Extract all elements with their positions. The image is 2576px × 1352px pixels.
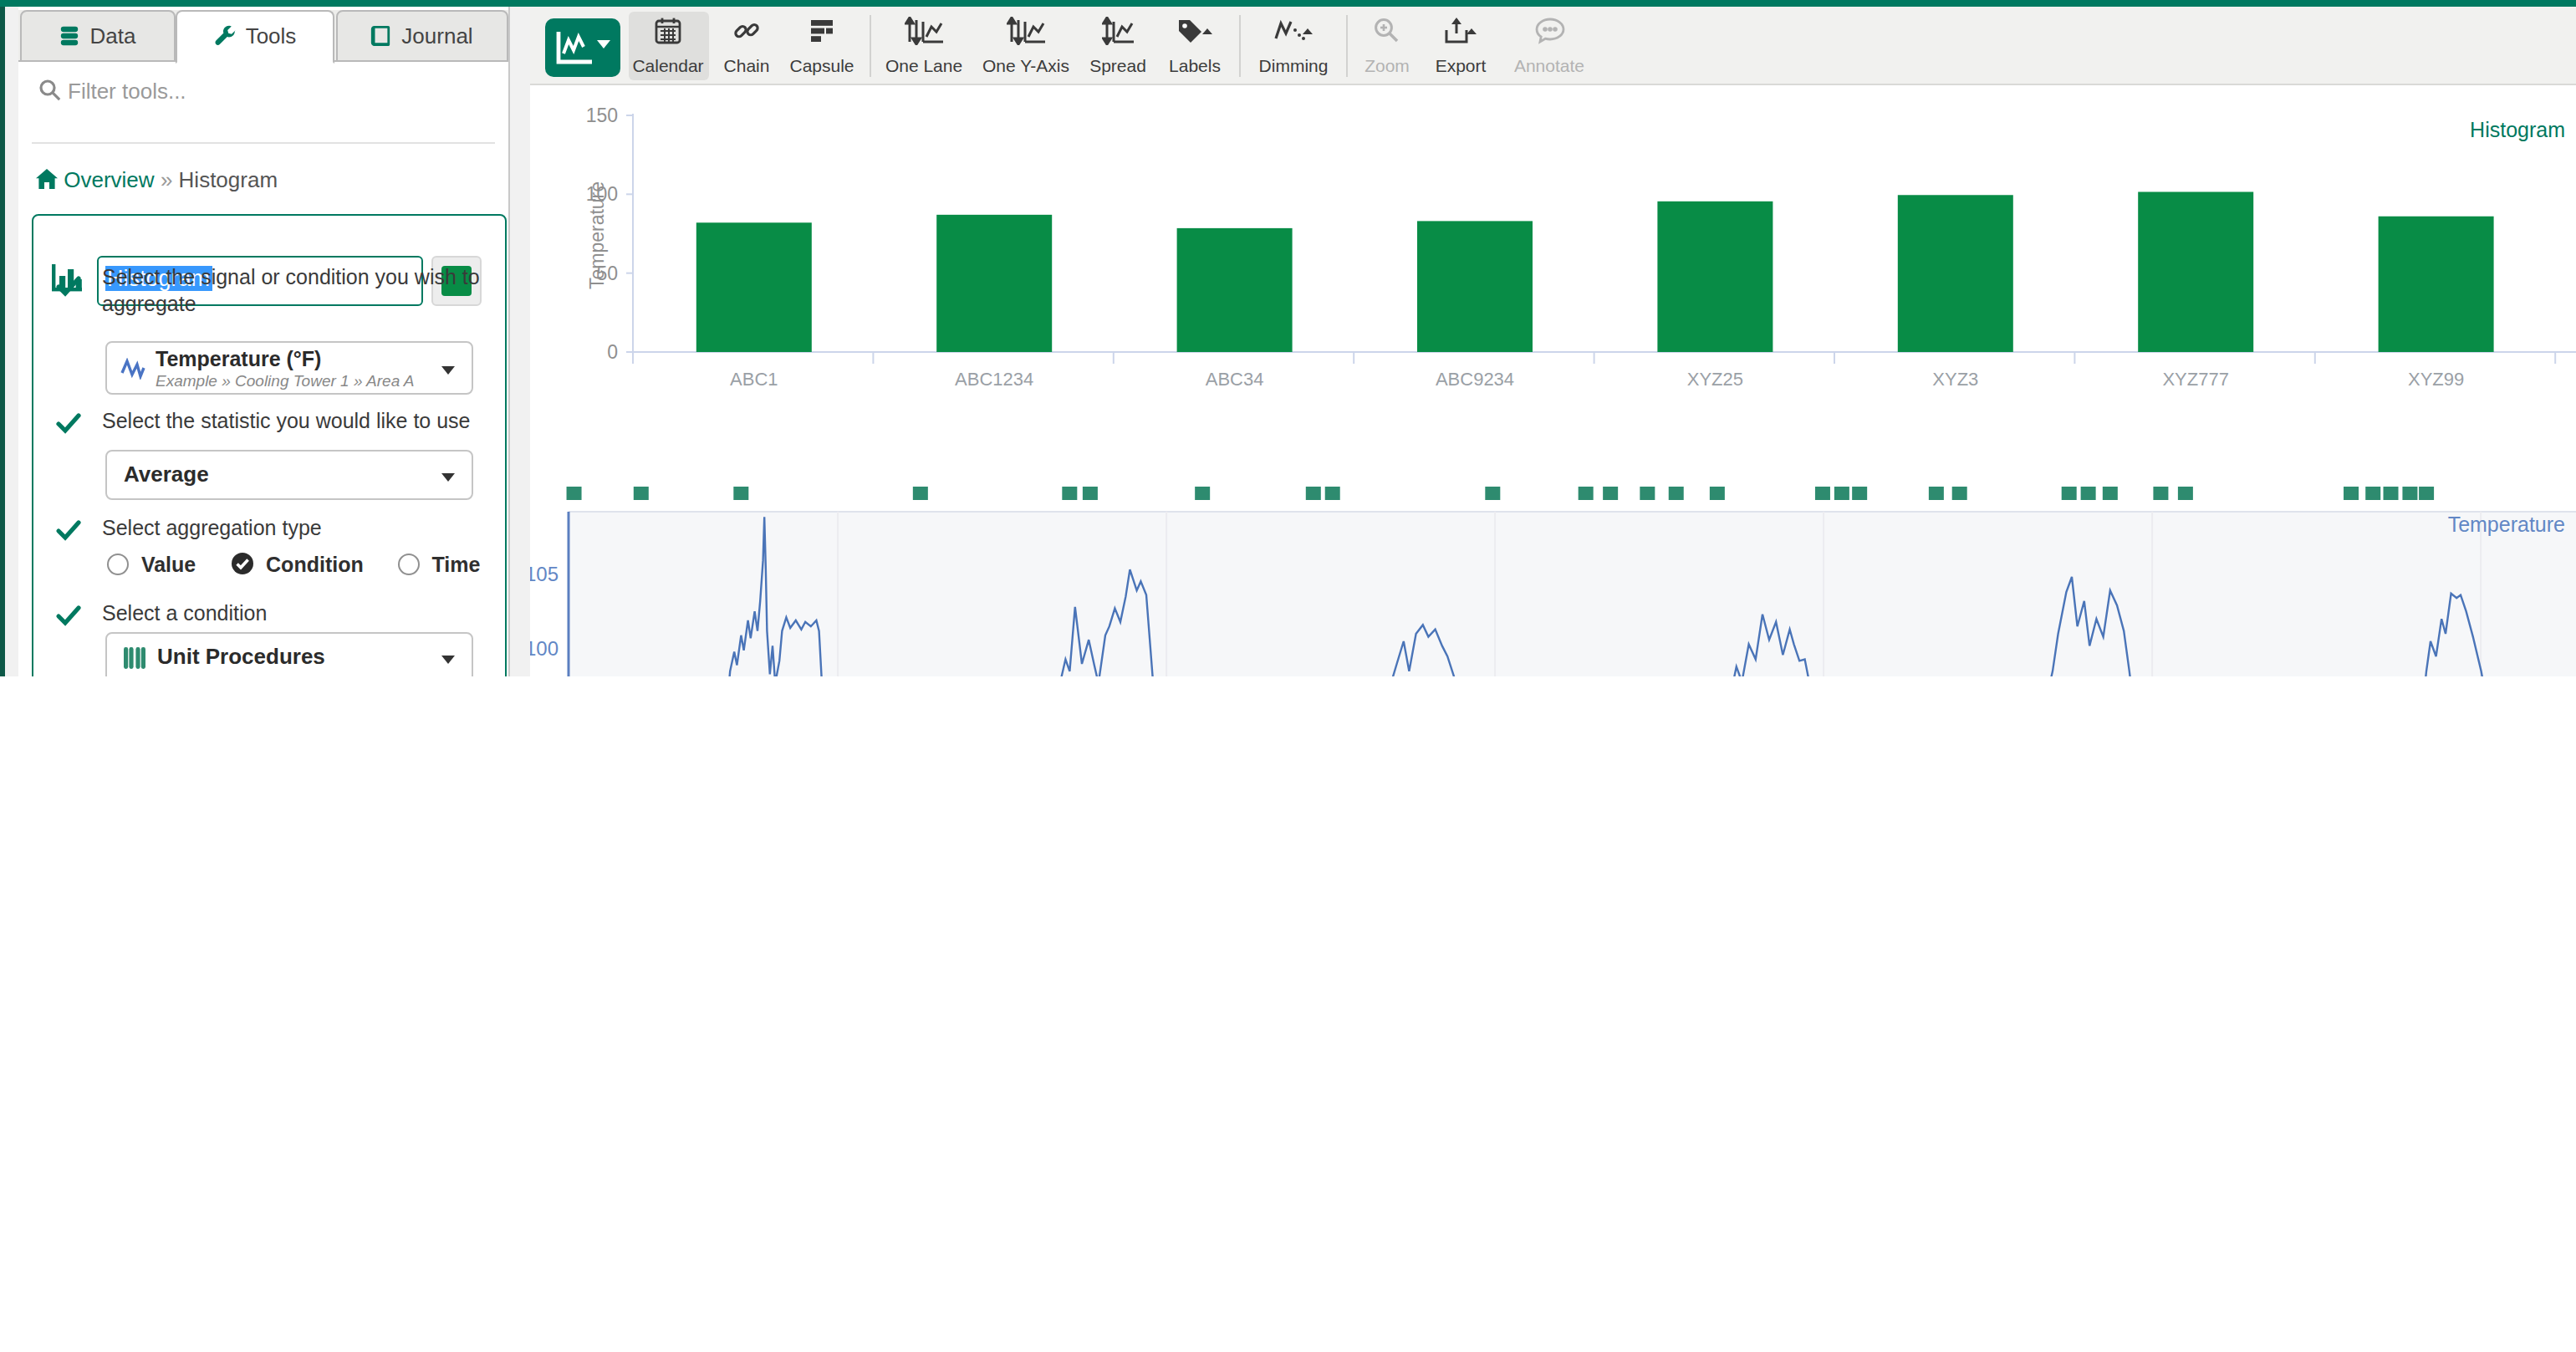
trend-chart[interactable]: 758085909510010512:00 pmFeb 1412:00 pmFe…: [529, 481, 2576, 676]
chevron-down-icon: [597, 40, 610, 48]
chevron-down-icon: [441, 366, 455, 375]
toolbar-separator: [1346, 14, 1348, 76]
toolbar-export-button[interactable]: Export: [1422, 11, 1499, 79]
toolbar-zoom-button: Zoom: [1355, 11, 1419, 79]
histogram-chart[interactable]: 050100150TemperatureABC1ABC1234ABC34ABC9…: [529, 91, 2576, 400]
database-icon: [59, 24, 80, 46]
step2-label: Select the statistic you would like to u…: [102, 410, 471, 436]
signal-dropdown[interactable]: Temperature (°F) Example » Cooling Tower…: [105, 341, 473, 395]
svg-text:ABC1: ABC1: [729, 368, 777, 389]
svg-text:105: 105: [529, 562, 558, 584]
tab-strip: Data Tools Journal: [18, 9, 508, 61]
svg-text:Temperature: Temperature: [2447, 512, 2564, 535]
toolbar-separator: [870, 14, 871, 76]
check-icon: [55, 273, 82, 299]
divider: [31, 141, 494, 143]
radio-value-label: Value: [141, 554, 196, 577]
zoom-icon: [1373, 16, 1401, 44]
one-lane-icon: [904, 16, 944, 44]
tab-tools-label: Tools: [246, 23, 297, 48]
radio-time[interactable]: [398, 554, 420, 575]
svg-text:ABC1234: ABC1234: [954, 368, 1033, 389]
chain-icon: [732, 16, 761, 44]
chart-type-button[interactable]: [545, 18, 620, 76]
trend-chart-icon: [555, 30, 595, 65]
breadcrumb-current: Histogram: [179, 166, 278, 191]
tab-data-label: Data: [90, 23, 136, 48]
home-icon[interactable]: [34, 166, 58, 190]
step1-label: Select the signal or condition you wish …: [102, 266, 480, 318]
svg-text:ABC9234: ABC9234: [1435, 368, 1513, 389]
wrench-icon: [212, 24, 236, 48]
toolbar-spread-button[interactable]: Spread: [1081, 11, 1155, 79]
radio-condition-label: Condition: [266, 554, 364, 577]
annotate-icon: [1534, 16, 1564, 44]
svg-text:Histogram: Histogram: [2469, 117, 2564, 140]
toolbar-one-lane-button[interactable]: One Lane: [877, 11, 971, 79]
filter-tools-input[interactable]: Filter tools...: [18, 73, 508, 113]
toolbar-chain-button[interactable]: Chain: [713, 11, 780, 79]
sidebar: Data Tools Journal Filter tools... Overv…: [18, 6, 508, 676]
svg-text:100: 100: [529, 636, 558, 659]
spread-icon: [1101, 16, 1135, 44]
toolbar-annotate-button: Annotate: [1502, 11, 1596, 79]
check-icon: [55, 602, 82, 629]
capsule-stack-icon: [808, 16, 836, 44]
signal-icon: [120, 358, 145, 380]
filter-placeholder: Filter tools...: [68, 78, 186, 103]
toolbar-dimming-button[interactable]: Dimming: [1248, 11, 1339, 79]
toolbar-labels-button[interactable]: Labels: [1158, 11, 1232, 79]
check-icon: [55, 517, 82, 543]
radio-condition-checked[interactable]: [230, 552, 253, 575]
chart-section: 050100150TemperatureABC1ABC1234ABC34ABC9…: [529, 85, 2576, 676]
svg-text:ABC34: ABC34: [1205, 368, 1263, 389]
histogram-tool-panel: Histogram Select the signal or condition…: [32, 214, 507, 676]
tab-journal[interactable]: Journal: [335, 9, 508, 61]
top-accent-bar: [0, 0, 2576, 6]
one-y-axis-icon: [1006, 16, 1046, 44]
breadcrumb-separator: »: [161, 166, 172, 191]
step3-label: Select aggregation type: [102, 517, 322, 543]
search-icon: [38, 78, 61, 101]
aggregation-type-radios: Value Condition Time: [107, 548, 480, 575]
chevron-down-icon: [441, 473, 455, 482]
toolbar-calendar-button[interactable]: Calendar: [628, 11, 708, 79]
svg-text:XYZ777: XYZ777: [2161, 368, 2228, 389]
capsule-set-icon: [122, 645, 147, 671]
check-icon: [55, 410, 82, 436]
chart-toolbar: Calendar Chain Capsule One Lane One Y-Ax…: [529, 6, 2576, 85]
toolbar-one-y-axis-button[interactable]: One Y-Axis: [974, 11, 1078, 79]
tab-journal-label: Journal: [401, 23, 472, 48]
statistic-dropdown[interactable]: Average: [105, 450, 473, 500]
export-icon: [1442, 16, 1479, 44]
breadcrumb: Overview » Histogram: [34, 166, 278, 193]
svg-text:0: 0: [606, 340, 617, 362]
signal-path: Example » Cooling Tower 1 » Area A: [156, 371, 414, 390]
statistic-value: Average: [124, 462, 209, 487]
breadcrumb-overview[interactable]: Overview: [64, 166, 154, 191]
radio-value[interactable]: [107, 554, 129, 575]
dimming-icon: [1272, 16, 1315, 44]
radio-time-label: Time: [432, 554, 481, 577]
toolbar-capsule-button[interactable]: Capsule: [783, 11, 860, 79]
tag-icon: [1175, 16, 1215, 44]
condition-dropdown[interactable]: Unit Procedures: [105, 632, 473, 676]
chevron-down-icon: [441, 656, 455, 664]
workbench-main: Calendar Chain Capsule One Lane One Y-Ax…: [529, 6, 2576, 676]
step4-label: Select a condition: [102, 602, 267, 628]
svg-text:Temperature: Temperature: [585, 181, 607, 288]
condition-value: Unit Procedures: [157, 644, 325, 669]
signal-name: Temperature (°F): [156, 348, 321, 371]
book-icon: [370, 24, 391, 46]
svg-text:XYZ25: XYZ25: [1686, 368, 1742, 389]
svg-text:XYZ3: XYZ3: [1931, 368, 1977, 389]
svg-text:150: 150: [585, 104, 617, 125]
svg-text:XYZ99: XYZ99: [2407, 368, 2463, 389]
calendar-icon: [654, 16, 682, 44]
tab-tools[interactable]: Tools: [175, 9, 334, 63]
toolbar-separator: [1239, 14, 1241, 76]
tab-data[interactable]: Data: [19, 9, 175, 61]
